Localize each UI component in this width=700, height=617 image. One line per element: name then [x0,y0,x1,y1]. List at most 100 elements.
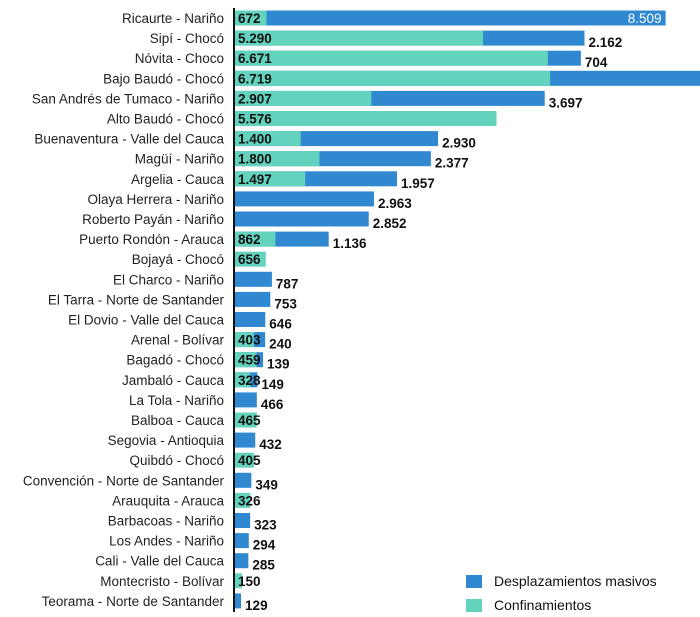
value-label-desplazamientos: 349 [255,477,278,492]
category-label: Convención - Norte de Santander [23,473,225,488]
value-label-desplazamientos: 149 [261,377,284,392]
value-label-confinamientos: 1.400 [238,132,272,147]
category-label: Jambaló - Cauca [122,373,225,388]
bar-confinamientos [235,30,484,46]
category-label: Los Andes - Nariño [109,534,224,549]
bar-confinamientos [235,332,254,348]
category-label: Sipí - Chocó [150,31,224,46]
value-label-confinamientos: 405 [238,453,261,468]
legend-item-desplazamientos: Desplazamientos masivos [466,569,657,593]
value-label-confinamientos: 5.290 [238,31,272,46]
bar-confinamientos [235,151,320,167]
value-label-desplazamientos: 294 [253,538,276,553]
value-label-desplazamientos: 323 [254,518,277,533]
legend-swatch-desplazamientos [466,574,482,588]
value-label-confinamientos: 328 [238,373,261,388]
bar-confinamientos [235,50,548,66]
bar-confinamientos [235,111,497,126]
value-label-confinamientos: 6.671 [238,51,272,66]
value-label-desplazamientos: 2.377 [435,156,469,171]
category-label: Olaya Herrera - Nariño [87,192,224,207]
category-label: Cali - Valle del Cauca [95,554,224,569]
category-label: Barbacoas - Nariño [108,514,224,529]
category-label: Bajo Baudó - Chocó [103,71,224,86]
category-label: El Dovio - Valle del Cauca [68,313,224,328]
bars [235,10,700,609]
category-label: Quibdó - Chocó [129,453,224,468]
value-label-desplazamientos: 787 [276,276,299,291]
bar-confinamientos [235,372,251,388]
legend-swatch-confinamientos [466,598,482,612]
value-label-confinamientos: 326 [238,493,261,508]
value-label-confinamientos: 862 [238,232,261,247]
value-label-confinamientos: 672 [238,11,261,26]
bar-desplazamientos [235,312,266,327]
bar-confinamientos [235,251,266,267]
value-label-desplazamientos: 139 [267,357,290,372]
value-label-desplazamientos: 285 [252,558,275,573]
bar-desplazamientos [235,392,257,408]
value-label-confinamientos: 2.907 [238,91,272,106]
bar-confinamientos [235,131,301,147]
category-label: Bojayá - Chocó [132,252,224,267]
value-label-desplazamientos: 240 [269,337,292,352]
category-label: Roberto Payán - Nariño [82,212,224,227]
bar-confinamientos [235,10,267,26]
category-label: El Charco - Nariño [113,272,224,287]
value-label-confinamientos: 459 [238,353,261,368]
category-label: Arenal - Bolívar [131,333,225,348]
category-label: San Andrés de Tumaco - Nariño [32,91,224,106]
bar-confinamientos [235,231,276,247]
value-label-desplazamientos: 646 [269,317,292,332]
value-label-desplazamientos: 432 [259,437,282,452]
bar-desplazamientos [235,191,374,207]
legend-item-confinamientos: Confinamientos [466,593,657,617]
value-label-desplazamientos: 1.957 [401,176,435,191]
value-label-desplazamientos: 8.509 [628,11,662,26]
value-label-desplazamientos: 753 [274,296,297,311]
category-label: Puerto Rondón - Arauca [79,232,224,247]
category-labels: Ricaurte - Nariño Sipí - Chocó Nóvita - Ch… [23,11,225,609]
category-label: Arauquita - Arauca [112,493,224,508]
value-label-desplazamientos: 3.697 [549,95,583,110]
category-label: Magüí - Nariño [135,152,224,167]
value-label-confinamientos: 6.719 [238,71,272,86]
bar-confinamientos [235,492,251,508]
value-label-confinamientos: 1.800 [238,152,272,167]
category-label: Bagadó - Chocó [126,353,224,368]
bar-confinamientos [235,171,306,187]
category-label: Montecristo - Bolívar [100,574,224,589]
bar-desplazamientos [235,553,249,569]
bar-confinamientos [235,573,243,589]
legend-label-desplazamientos: Desplazamientos masivos [494,573,657,589]
bar-desplazamientos [235,472,252,488]
bar-desplazamientos [235,533,249,549]
category-label: Teorama - Norte de Santander [42,594,225,609]
value-label-desplazamientos: 1.136 [333,236,367,251]
category-label: Alto Baudó - Chocó [107,112,224,127]
bar-desplazamientos [235,432,256,448]
value-label-desplazamientos: 2.162 [588,35,622,50]
value-label-confinamientos: 656 [238,252,261,267]
bar-desplazamientos [235,291,271,307]
bar-desplazamientos [235,211,369,227]
category-label: Argelia - Cauca [131,172,225,187]
category-label: El Tarra - Norte de Santander [48,292,225,307]
value-label-desplazamientos: 2.852 [373,216,407,231]
bar-confinamientos [235,90,372,106]
category-label: Ricaurte - Nariño [122,11,224,26]
value-label-confinamientos: 150 [238,574,261,589]
bar-confinamientos [235,70,551,86]
value-label-desplazamientos: 466 [261,397,284,412]
bar-desplazamientos [235,593,242,609]
value-label-confinamientos: 5.576 [238,112,272,127]
value-labels: 6728.5095.2902.1626.6717046.7194.1312.90… [238,11,662,612]
value-label-desplazamientos: 2.963 [378,196,412,211]
bar-desplazamientos [235,513,251,528]
bar-desplazamientos [235,10,666,26]
bar-confinamientos [235,452,254,468]
value-label-desplazamientos: 2.930 [442,136,476,151]
bar-confinamientos [235,352,257,368]
value-label-desplazamientos: 129 [245,598,268,612]
